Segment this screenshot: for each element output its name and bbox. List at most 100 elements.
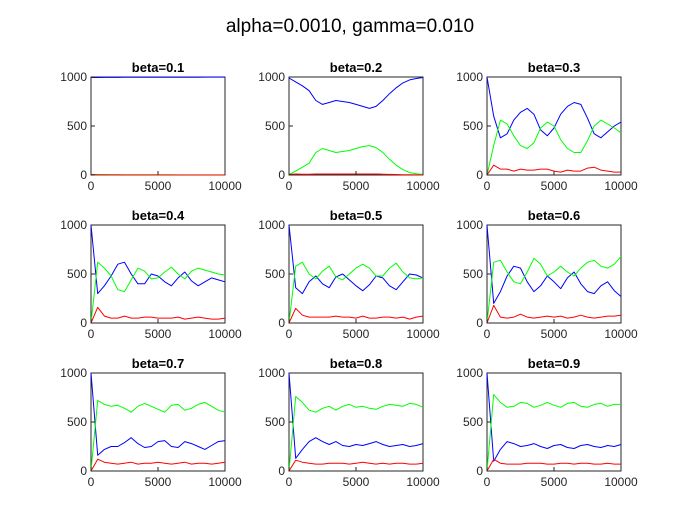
y-tick-label: 1000	[60, 218, 87, 232]
series-line-red	[486, 304, 622, 324]
y-tick-label: 1000	[258, 218, 285, 232]
x-tick-label: 10000	[604, 179, 638, 193]
y-tick-label: 0	[80, 316, 87, 330]
subplot-title: beta=0.1	[132, 60, 184, 75]
subplot: beta=0.1 0 5000 10000 0 500 1000	[60, 60, 242, 193]
subplot: beta=0.2 0 5000 10000 0 500 1000	[258, 60, 440, 193]
x-tick-label: 5000	[541, 327, 568, 341]
y-tick-label: 500	[67, 415, 87, 429]
series-line-blue	[486, 76, 622, 139]
x-tick-label: 0	[88, 327, 95, 341]
y-tick-label: 500	[265, 267, 285, 281]
x-tick-label: 0	[286, 179, 293, 193]
subplot-title: beta=0.9	[528, 356, 580, 371]
x-tick-label: 5000	[343, 475, 370, 489]
subplot-title: beta=0.2	[330, 60, 382, 75]
series-line-green	[486, 256, 622, 324]
y-tick-label: 1000	[258, 366, 285, 380]
x-tick-label: 0	[484, 475, 491, 489]
x-tick-label: 10000	[406, 327, 440, 341]
y-tick-label: 500	[463, 267, 483, 281]
y-tick-label: 1000	[60, 366, 87, 380]
y-tick-label: 0	[476, 168, 483, 182]
y-tick-label: 1000	[456, 70, 483, 84]
axes-box	[90, 372, 226, 472]
subplot: beta=0.9 0 5000 10000 0 500 1000	[456, 356, 638, 489]
series-line-green	[288, 261, 424, 324]
y-tick-label: 500	[463, 415, 483, 429]
subplot: beta=0.8 0 5000 10000 0 500 1000	[258, 356, 440, 489]
x-tick-label: 0	[88, 179, 95, 193]
y-tick-label: 1000	[456, 366, 483, 380]
y-tick-label: 500	[265, 119, 285, 133]
x-tick-label: 10000	[208, 327, 242, 341]
series-line-red	[90, 306, 226, 324]
y-tick-label: 0	[278, 168, 285, 182]
series-line-green	[90, 399, 226, 472]
x-tick-label: 5000	[541, 179, 568, 193]
x-tick-label: 0	[484, 327, 491, 341]
x-tick-label: 5000	[145, 475, 172, 489]
y-tick-label: 0	[80, 168, 87, 182]
x-tick-label: 10000	[604, 475, 638, 489]
axes-box	[90, 76, 226, 176]
series-line-red	[486, 458, 621, 472]
y-tick-label: 0	[80, 464, 87, 478]
y-tick-label: 500	[67, 119, 87, 133]
subplot-title: beta=0.6	[528, 208, 580, 223]
series-line-green	[288, 396, 424, 472]
series-line-blue	[90, 372, 226, 456]
series-line-green	[486, 119, 622, 176]
figure-suptitle: alpha=0.0010, gamma=0.010	[226, 16, 474, 37]
y-tick-label: 1000	[60, 70, 87, 84]
y-tick-label: 500	[67, 267, 87, 281]
x-tick-label: 10000	[208, 475, 242, 489]
x-tick-label: 5000	[145, 179, 172, 193]
y-tick-label: 1000	[258, 70, 285, 84]
y-tick-label: 1000	[456, 218, 483, 232]
series-line-blue	[486, 372, 622, 462]
x-tick-label: 5000	[343, 327, 370, 341]
axes-box	[90, 224, 226, 324]
y-tick-label: 500	[265, 415, 285, 429]
y-tick-label: 0	[476, 464, 483, 478]
subplot: beta=0.6 0 5000 10000 0 500 1000	[456, 208, 638, 341]
x-tick-label: 0	[286, 475, 293, 489]
x-tick-label: 5000	[343, 179, 370, 193]
series-line-green	[90, 261, 226, 324]
series-line-blue	[288, 372, 424, 459]
subplot: beta=0.7 0 5000 10000 0 500 1000	[60, 356, 242, 489]
x-tick-label: 0	[484, 179, 491, 193]
series-line-red	[288, 459, 424, 472]
subplot: beta=0.5 0 5000 10000 0 500 1000	[258, 208, 440, 341]
series-line-red	[90, 458, 226, 472]
x-tick-label: 10000	[406, 179, 440, 193]
x-tick-label: 0	[286, 327, 293, 341]
y-tick-label: 0	[278, 316, 285, 330]
series-line-blue	[288, 224, 424, 295]
axes-box	[288, 76, 424, 176]
x-tick-label: 5000	[145, 327, 172, 341]
x-tick-label: 5000	[541, 475, 568, 489]
subplot-title: beta=0.8	[330, 356, 382, 371]
axes-box	[486, 224, 622, 324]
axes-box	[288, 372, 424, 472]
y-tick-label: 500	[463, 119, 483, 133]
series-line-blue	[288, 77, 424, 109]
y-tick-label: 0	[476, 316, 483, 330]
subplot-title: beta=0.5	[330, 208, 382, 223]
series-line-blue	[90, 224, 226, 295]
x-tick-label: 0	[88, 475, 95, 489]
axes-box	[486, 372, 622, 472]
subplot: beta=0.4 0 5000 10000 0 500 1000	[60, 208, 242, 341]
y-tick-label: 0	[278, 464, 285, 478]
subplot-title: beta=0.7	[132, 356, 184, 371]
axes-box	[288, 224, 424, 324]
x-tick-label: 10000	[604, 327, 638, 341]
series-line-blue	[486, 224, 622, 304]
x-tick-label: 10000	[208, 179, 242, 193]
subplot-title: beta=0.4	[132, 208, 185, 223]
x-tick-label: 10000	[406, 475, 440, 489]
